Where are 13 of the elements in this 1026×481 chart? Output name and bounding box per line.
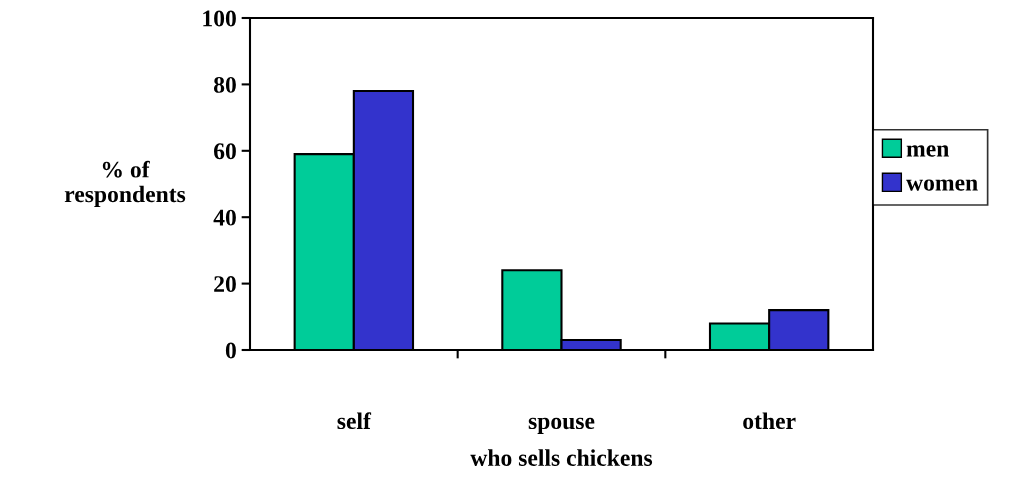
legend-label: women [906,179,978,191]
x-tick-label: self [337,412,372,430]
legend-label: men [906,145,949,157]
x-axis-title: who sells chickens [470,449,653,466]
y-tick-label: 60 [214,143,236,160]
x-tick-label: other [743,412,796,430]
y-tick-label: 40 [213,209,236,226]
y-tick-label: 100 [203,10,236,27]
y-tick-label: 80 [213,76,236,93]
y-tick-label: 0 [225,342,236,359]
y-axis-title: % of respondents [64,160,186,208]
y-tick-label: 20 [214,276,236,293]
x-tick-label: spouse [528,417,595,434]
